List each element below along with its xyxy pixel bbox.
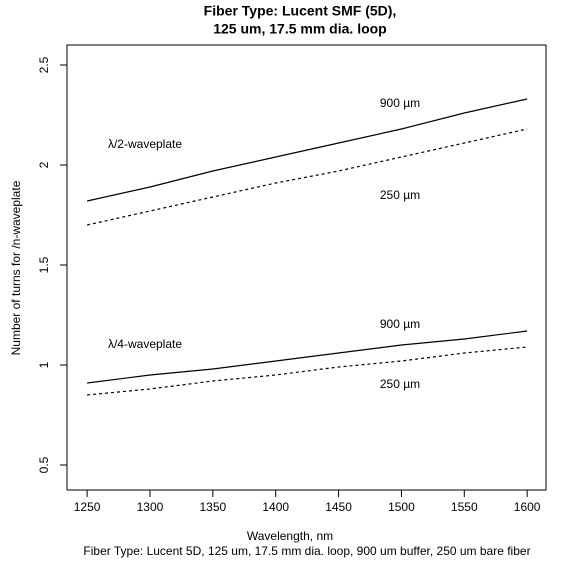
x-tick-label: 1600 [514, 500, 541, 514]
series-line [86, 98, 528, 202]
x-axis-label: Wavelength, nm [247, 529, 333, 543]
y-tick-label: 0.5 [37, 456, 51, 473]
x-tick-label: 1450 [325, 500, 352, 514]
x-tick-label: 1250 [74, 500, 101, 514]
chart-title: 125 um, 17.5 mm dia. loop [213, 21, 387, 37]
series-label: 250 µm [380, 377, 420, 391]
x-tick-label: 1550 [451, 500, 478, 514]
y-tick-label: 2.5 [37, 56, 51, 73]
series-label: 900 µm [380, 96, 420, 110]
series-label: 900 µm [380, 317, 420, 331]
series-line [87, 330, 528, 384]
series-label: 250 µm [380, 188, 420, 202]
x-tick-label: 1500 [388, 500, 415, 514]
y-tick-label: 2 [37, 161, 51, 168]
x-tick-label: 1300 [137, 500, 164, 514]
series-line [87, 346, 528, 396]
chart-title: Fiber Type: Lucent SMF (5D), [204, 3, 397, 19]
y-axis-label: Number of turns for /n-waveplate [9, 180, 23, 355]
y-tick-label: 1.5 [37, 256, 51, 273]
x-tick-label: 1400 [262, 500, 289, 514]
annotation: λ/2-waveplate [108, 137, 182, 151]
y-tick-label: 1 [37, 361, 51, 368]
x-tick-label: 1350 [199, 500, 226, 514]
caption: Fiber Type: Lucent 5D, 125 um, 17.5 mm d… [83, 544, 530, 558]
annotation: λ/4-waveplate [108, 337, 182, 351]
plot-frame [66, 44, 547, 491]
